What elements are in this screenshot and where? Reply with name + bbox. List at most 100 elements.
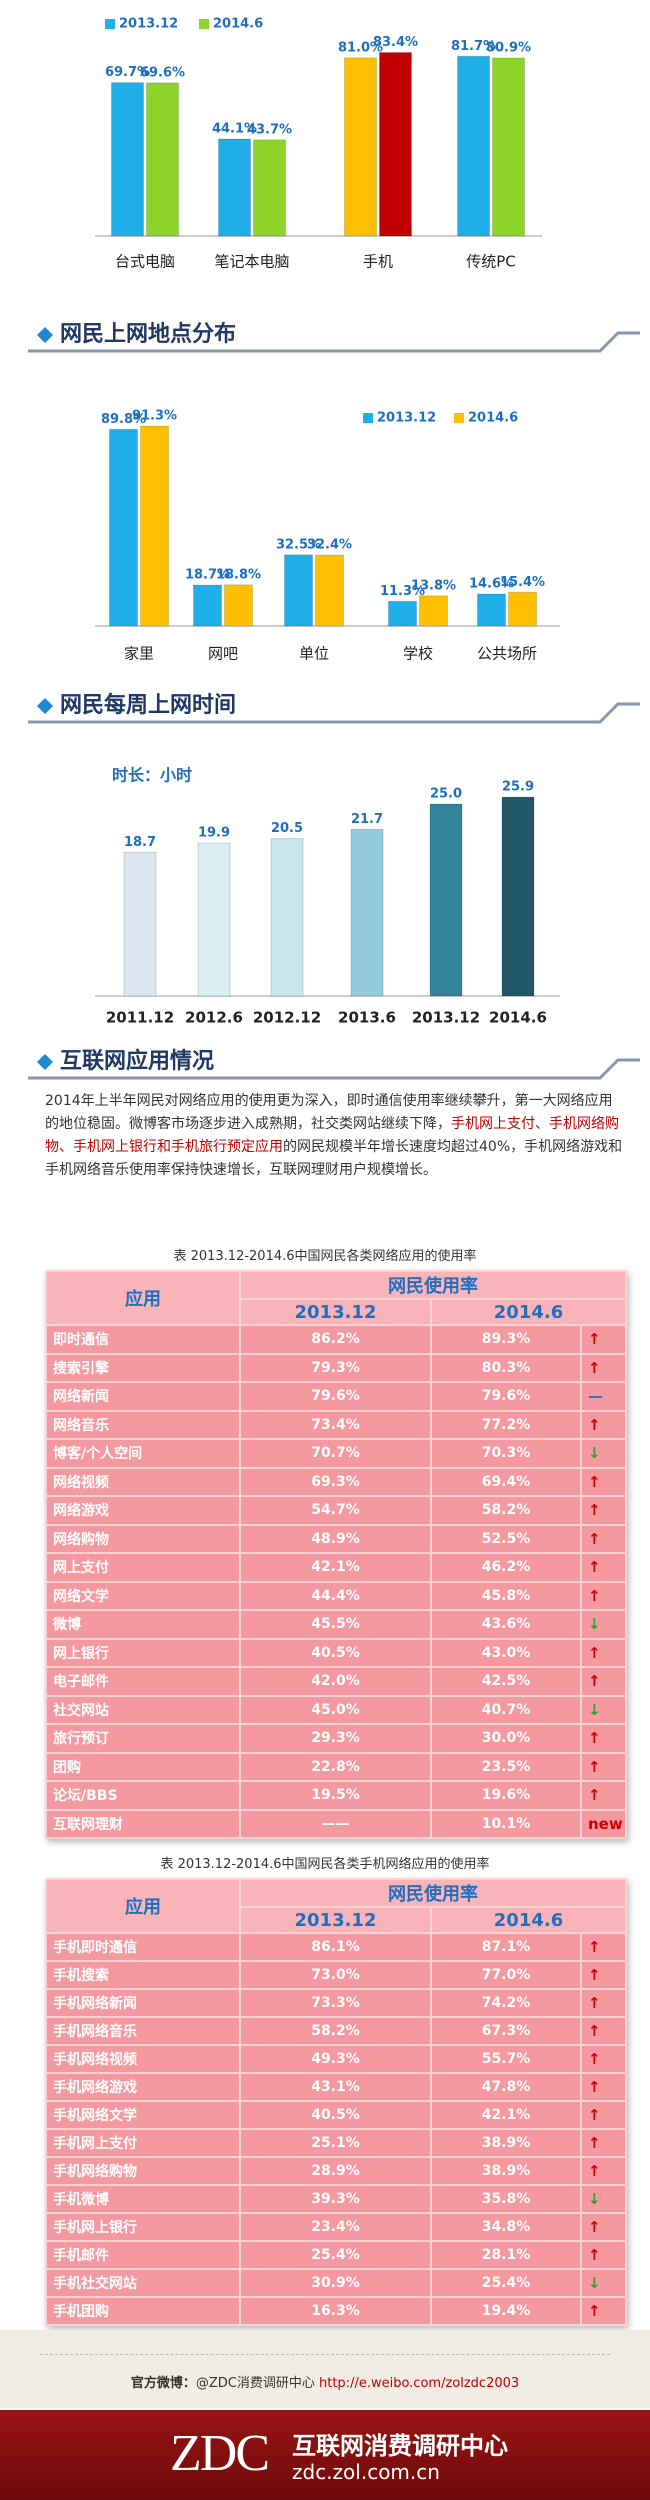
value-label: 32.4% xyxy=(307,538,352,553)
trend: ↑ xyxy=(579,1637,628,1668)
app-name: 旅行预订 xyxy=(45,1723,241,1754)
value-label: 18.7% xyxy=(185,568,230,583)
header-rule xyxy=(28,331,640,353)
rate: 40.5% xyxy=(239,1637,432,1668)
value-label: 83.4% xyxy=(373,35,418,50)
rate: 67.3% xyxy=(430,2016,582,2046)
table: 应用 网民使用率 2013.12 2014.6 手机即时通信 86.1% 87.1% ↑ 手机搜… xyxy=(45,1878,628,2326)
rate: 73.0% xyxy=(239,1960,432,1990)
bar xyxy=(388,600,417,627)
rate: 86.1% xyxy=(239,1932,432,1962)
trend: ↑ xyxy=(579,1552,628,1583)
app-name: 手机网络购物 xyxy=(45,2156,241,2186)
bar xyxy=(197,842,231,997)
bar xyxy=(224,584,253,627)
footer-label: 官方微博： xyxy=(130,2376,196,2391)
trend: — xyxy=(579,1381,628,1412)
value-label: 18.8% xyxy=(216,567,261,582)
header-icon xyxy=(37,698,53,714)
app-name: 微博 xyxy=(45,1609,241,1640)
trend: ↑ xyxy=(579,2296,628,2326)
header-cell: 应用 xyxy=(45,1270,241,1326)
app-name: 论坛/BBS xyxy=(45,1780,241,1811)
category-label: 2012.12 xyxy=(253,1009,321,1027)
rate: 10.1% xyxy=(430,1808,582,1839)
value-label: 15.4% xyxy=(500,575,545,590)
brand-logo: ZDC xyxy=(170,2425,270,2482)
bar xyxy=(379,52,412,237)
rate: 45.0% xyxy=(239,1694,432,1725)
rate: 28.1% xyxy=(430,2240,582,2270)
value-label: 25.0 xyxy=(430,787,462,802)
intro-text: 的网民规模半年增长速度均超过40%，手机网络游戏和手机网络音乐使用率保持快速增长… xyxy=(45,1139,623,1178)
app-name: 手机社交网站 xyxy=(45,2268,241,2298)
footer: 官方微博：@ZDC消费调研中心 http://e.weibo.com/zolzd… xyxy=(0,2330,650,2408)
header-rule xyxy=(28,702,640,724)
rate: 38.9% xyxy=(430,2128,582,2158)
app-name: 团购 xyxy=(45,1751,241,1782)
rate: 47.8% xyxy=(430,2072,582,2102)
app-name: 手机网络游戏 xyxy=(45,2072,241,2102)
trend: ↑ xyxy=(579,1780,628,1811)
header-year: 2013.12 xyxy=(239,1906,432,1934)
value-label: 32.5% xyxy=(276,537,321,552)
rate: 42.5% xyxy=(430,1666,582,1697)
trend: ↑ xyxy=(579,2100,628,2130)
bar xyxy=(315,554,344,627)
rate: 70.3% xyxy=(430,1438,582,1469)
app-name: 网络购物 xyxy=(45,1523,241,1554)
category-label: 单位 xyxy=(299,645,329,663)
header-icon xyxy=(37,1054,53,1070)
value-label: 21.7 xyxy=(351,812,383,827)
rate: 45.8% xyxy=(430,1580,582,1611)
rate: 43.6% xyxy=(430,1609,582,1640)
rate: 69.4% xyxy=(430,1466,582,1497)
app-name: 网上银行 xyxy=(45,1637,241,1668)
brand-band: ZDC 互联网消费调研中心 zdc.zol.com.cn xyxy=(0,2410,650,2500)
app-name: 网络新闻 xyxy=(45,1381,241,1412)
rate: 39.3% xyxy=(239,2184,432,2214)
rate: 80.3% xyxy=(430,1352,582,1383)
rate: 23.4% xyxy=(239,2212,432,2242)
app-name: 手机网络音乐 xyxy=(45,2016,241,2046)
bar xyxy=(111,82,144,237)
trend: ↓ xyxy=(579,1609,628,1640)
table-caption: 表 2013.12-2014.6中国网民各类手机网络应用的使用率 xyxy=(160,1857,490,1872)
bar xyxy=(270,838,304,997)
app-name: 手机网络视频 xyxy=(45,2044,241,2074)
rate: 25.1% xyxy=(239,2128,432,2158)
category-label: 网吧 xyxy=(208,645,238,663)
rate: 29.3% xyxy=(239,1723,432,1754)
rate: 48.9% xyxy=(239,1523,432,1554)
rate: 40.5% xyxy=(239,2100,432,2130)
trend: ↑ xyxy=(579,1409,628,1440)
app-name: 社交网站 xyxy=(45,1694,241,1725)
header-rule xyxy=(28,1058,640,1080)
rate: 25.4% xyxy=(430,2268,582,2298)
category-label: 2012.6 xyxy=(185,1009,243,1027)
trend: ↓ xyxy=(579,2268,628,2298)
value-label: 69.6% xyxy=(140,65,185,80)
trend: ↑ xyxy=(579,2156,628,2186)
trend: ↑ xyxy=(579,2212,628,2242)
rate: 42.0% xyxy=(239,1666,432,1697)
rate: 16.3% xyxy=(239,2296,432,2326)
bar xyxy=(109,428,138,627)
rate: 73.3% xyxy=(239,1988,432,2018)
trend: ↑ xyxy=(579,2016,628,2046)
bar xyxy=(218,138,251,237)
value-label: 25.9 xyxy=(502,780,534,795)
trend: ↑ xyxy=(579,1495,628,1526)
legend-swatch xyxy=(105,19,115,29)
app-name: 手机网络文学 xyxy=(45,2100,241,2130)
trend: ↑ xyxy=(579,2072,628,2102)
footer-url[interactable]: http://e.weibo.com/zolzdc2003 xyxy=(319,2376,520,2391)
table-caption: 表 2013.12-2014.6中国网民各类网络应用的使用率 xyxy=(173,1249,477,1264)
rate: 74.2% xyxy=(430,1988,582,2018)
category-label: 2011.12 xyxy=(106,1009,174,1027)
rate: 86.2% xyxy=(239,1324,432,1355)
trend: ↑ xyxy=(579,1932,628,1962)
section-title: 互联网应用情况 xyxy=(60,1048,214,1074)
rate: 45.5% xyxy=(239,1609,432,1640)
legend-label: 2014.6 xyxy=(213,17,263,32)
